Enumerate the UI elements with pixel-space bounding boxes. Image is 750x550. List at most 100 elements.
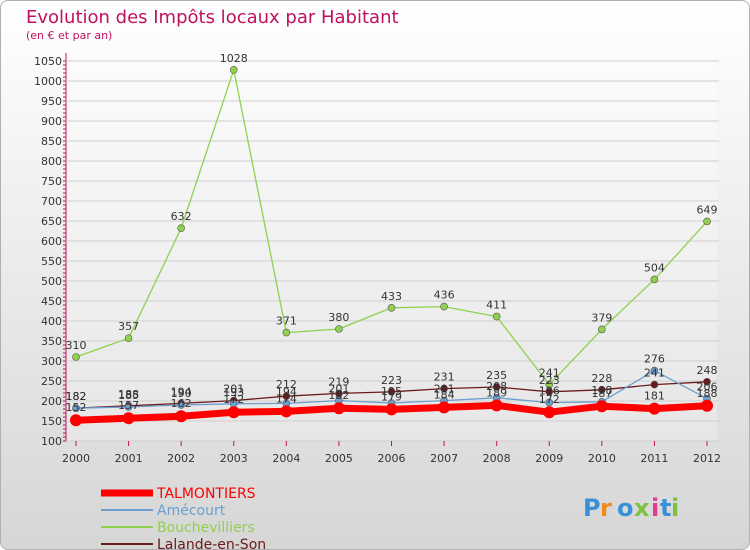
data-label: 201 <box>434 383 455 396</box>
data-label: 174 <box>276 392 297 405</box>
data-point <box>492 383 501 391</box>
data-label: 188 <box>118 388 139 401</box>
x-tick-label: 2011 <box>640 452 668 465</box>
data-label: 179 <box>381 390 402 403</box>
data-label: 231 <box>434 371 455 384</box>
x-tick-label: 2007 <box>430 452 458 465</box>
data-point <box>543 406 556 419</box>
plot-area <box>66 53 717 441</box>
data-point <box>650 275 659 284</box>
y-tick-label: 650 <box>41 215 62 228</box>
data-label: 436 <box>434 289 455 302</box>
data-label: 190 <box>171 387 192 400</box>
data-label: 201 <box>223 383 244 396</box>
y-tick-label: 750 <box>41 175 62 188</box>
y-tick-label: 600 <box>41 235 62 248</box>
data-label: 371 <box>276 315 297 328</box>
data-label: 380 <box>328 311 349 324</box>
y-tick-label: 450 <box>41 295 62 308</box>
data-label: 172 <box>539 393 560 406</box>
data-label: 223 <box>539 374 560 387</box>
data-label: 228 <box>591 372 612 385</box>
logo-letter: i <box>651 494 659 522</box>
data-label: 357 <box>118 320 139 333</box>
data-point <box>124 334 133 343</box>
data-label: 194 <box>171 385 192 398</box>
data-label: 182 <box>66 390 87 403</box>
y-tick-label: 350 <box>41 335 62 348</box>
data-label: 194 <box>276 385 297 398</box>
legend-label: Lalande-en-Son <box>157 537 266 550</box>
data-label: 187 <box>591 387 612 400</box>
data-label: 411 <box>486 299 507 312</box>
data-label: 172 <box>223 393 244 406</box>
data-label: 632 <box>171 210 192 223</box>
data-point <box>227 406 240 419</box>
y-tick-label: 1000 <box>34 75 62 88</box>
logo-letter: i <box>671 494 679 522</box>
data-label: 208 <box>486 380 507 393</box>
y-tick-label: 550 <box>41 255 62 268</box>
data-labels: 182 188 194 201 212 219 223 231 235 223 228 241 248 3… <box>66 52 718 414</box>
x-tick-label: 2012 <box>693 452 721 465</box>
series-lines <box>70 66 713 427</box>
y-tick-label: 900 <box>41 115 62 128</box>
data-point <box>598 325 606 334</box>
data-point <box>387 303 396 312</box>
x-tick-label: 2002 <box>167 452 195 465</box>
data-point <box>177 401 185 409</box>
data-point <box>332 402 345 415</box>
data-label: 152 <box>66 401 87 414</box>
data-label: 188 <box>697 387 718 400</box>
data-label: 185 <box>118 389 139 402</box>
logo-letter: x <box>634 494 650 522</box>
x-tick-label: 2008 <box>483 452 511 465</box>
legend-label: TALMONTIERS <box>156 486 256 502</box>
y-tick-label: 400 <box>41 315 62 328</box>
x-tick-label: 2000 <box>62 452 90 465</box>
y-tick-label: 300 <box>41 355 62 368</box>
data-point <box>703 377 711 386</box>
data-label: 157 <box>118 399 139 412</box>
y-tick-label: 800 <box>41 155 62 168</box>
data-label: 201 <box>328 383 349 396</box>
data-point <box>387 387 396 396</box>
data-label: 181 <box>644 390 665 403</box>
data-point <box>124 403 133 411</box>
chart-subtitle: (en € et par an) <box>26 29 113 42</box>
data-label: 649 <box>697 203 718 216</box>
data-point <box>490 399 503 412</box>
data-point <box>122 412 135 425</box>
chart-title: Evolution des Impôts locaux par Habitant <box>26 7 399 28</box>
y-tick-label: 850 <box>41 135 62 148</box>
data-label: 193 <box>223 386 244 399</box>
data-point <box>72 353 80 361</box>
data-point <box>648 402 661 415</box>
data-label: 198 <box>591 384 612 397</box>
x-tick-label: 2005 <box>325 452 353 465</box>
x-tick-label: 2004 <box>272 452 300 465</box>
data-point <box>545 380 554 389</box>
y-tick-label: 1050 <box>34 55 62 68</box>
data-point <box>72 404 80 413</box>
data-label: 241 <box>644 367 665 380</box>
data-point <box>703 217 711 226</box>
logo-letter: r <box>600 494 612 522</box>
y-tick-label: 200 <box>41 395 62 408</box>
data-label: 310 <box>66 339 87 352</box>
x-tick-label: 2001 <box>115 452 143 465</box>
data-label: 1028 <box>220 52 248 65</box>
data-label: 182 <box>66 390 87 403</box>
data-point <box>492 312 501 321</box>
x-tick-label: 2003 <box>220 452 248 465</box>
legend-label: Amécourt <box>157 503 226 519</box>
data-point <box>177 224 185 232</box>
data-point <box>280 405 293 418</box>
data-label: 162 <box>171 397 192 410</box>
data-point <box>650 380 659 389</box>
data-point <box>545 398 554 407</box>
data-point <box>701 399 713 412</box>
